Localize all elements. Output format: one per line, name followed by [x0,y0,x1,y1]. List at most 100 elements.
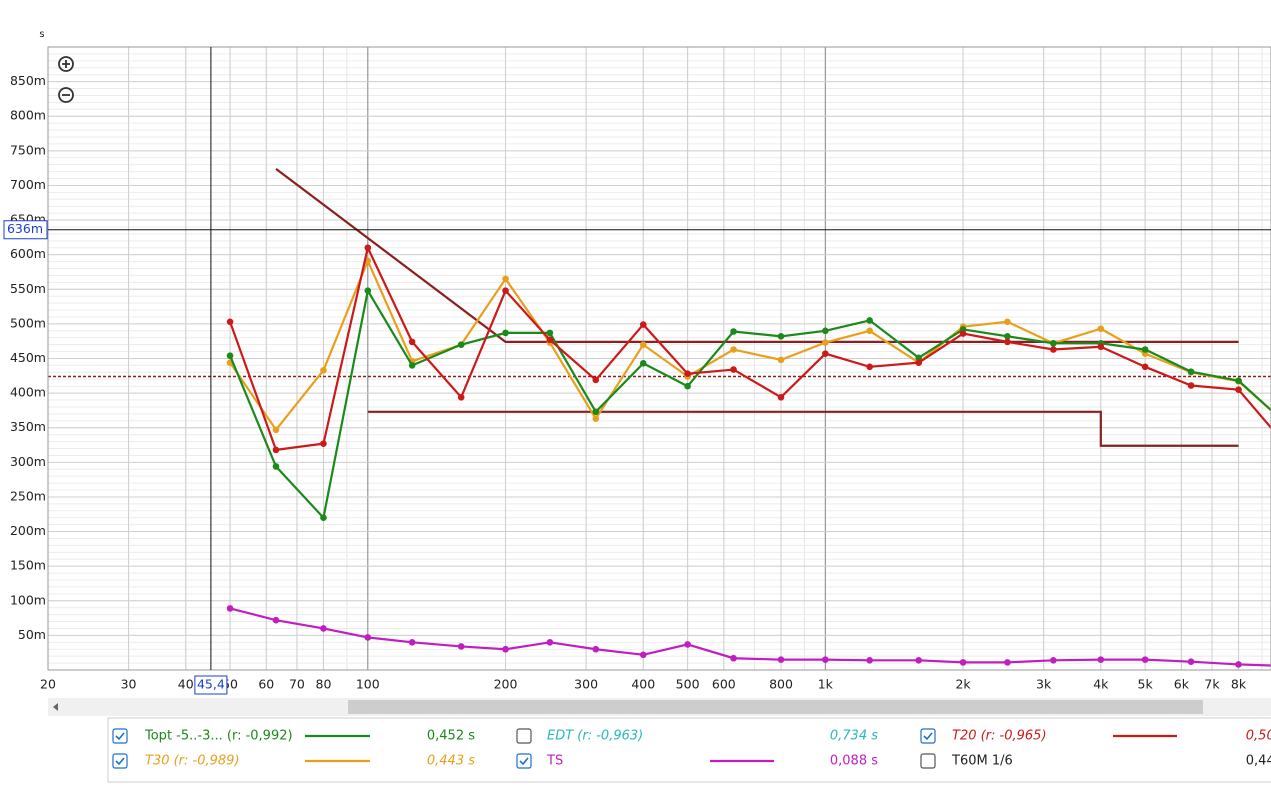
data-point [502,645,509,653]
legend-name: Topt -5..-3... (r: -0,992) [144,729,293,744]
y-unit: s [39,29,44,40]
data-point [915,657,923,664]
data-point [639,651,647,659]
data-point [730,654,737,662]
data-point [364,287,372,294]
x-tick-label: 500 [676,677,700,692]
y-tick-label: 400m [10,385,46,400]
data-point [822,339,829,346]
data-point [1050,657,1057,664]
zoom-in[interactable] [58,56,74,72]
x-tick-label: 400 [631,677,655,692]
data-point [730,328,737,335]
data-point [408,639,416,646]
legend-summary: 0,452 s [427,729,475,744]
data-point [822,327,829,335]
legend-checkbox[interactable] [112,753,128,769]
legend-checkbox[interactable] [920,753,936,769]
data-point [866,657,873,664]
legend-summary: 0,443 s [427,754,475,769]
plot-frame [47,46,1271,671]
data-point [866,327,873,335]
data-point [226,318,234,326]
data-point [866,363,873,371]
legend-name: T20 (r: -0,965) [952,729,1047,744]
scrollbar[interactable] [48,698,1271,716]
zoom-out[interactable] [58,87,74,103]
data-point [226,352,234,360]
data-point [777,393,785,401]
data-point [226,605,234,612]
legend-check [115,757,125,766]
x-tick-label: 300 [574,677,598,692]
data-point [1004,318,1011,326]
data-point [730,346,737,353]
legend-summary: 0,088 s [830,754,878,769]
limit-line [367,410,1239,447]
data-point [822,350,829,357]
legend-box [107,717,1271,783]
data-point [546,329,554,337]
x-tick-label: 40 [178,677,194,692]
legend-checkbox[interactable] [516,728,532,744]
y-tick-label: 300m [10,454,46,469]
data-point [502,329,509,337]
y-tick-label: 350m [10,419,46,434]
data-point [546,639,554,646]
legend-checkbox[interactable] [516,753,532,769]
y-tick-label: 800m [10,108,46,123]
data-point [502,275,509,283]
data-point [320,514,327,522]
cursor-y-box [3,220,48,240]
y-tick-label: 150m [10,558,46,573]
x-tick-label: 30 [121,677,137,692]
data-point [1097,325,1105,333]
legend-checkbox[interactable] [112,728,128,744]
x-tick-label: 60 [258,677,274,692]
legend-checkbox[interactable] [920,728,936,744]
cursor-x-box [194,675,228,695]
y-tick-label: 700m [10,177,46,192]
data-point [1235,386,1242,393]
data-point [639,341,647,348]
y-tick-label: 750m [10,142,46,157]
x-tick-label: 70 [289,677,305,692]
y-tick-label: 500m [10,315,46,330]
x-tick-label: 1k [818,677,834,692]
x-tick-label: 20 [40,677,56,692]
legend-summary: 0,442 [1246,754,1271,769]
data-point [408,362,416,369]
legend-summary: 0,734 s [830,729,878,744]
data-point [777,356,785,364]
data-point [684,370,691,378]
data-point [1097,656,1105,663]
data-point [364,244,372,252]
data-point [457,643,465,650]
data-point [592,415,600,423]
data-point [684,382,691,390]
data-point [1141,346,1149,353]
data-point [1187,658,1195,665]
x-tick-label: 3k [1036,677,1052,692]
data-point [272,616,280,624]
legend-check [115,732,125,741]
x-tick-label: 800 [769,677,793,692]
data-point [1050,339,1057,347]
data-point [777,656,785,663]
data-point [592,645,600,653]
y-tick-label: 450m [10,350,46,365]
legend-summary: 0,503 [1246,729,1271,744]
data-point [730,366,737,373]
data-point [320,625,327,632]
x-tick-label: 8k [1231,677,1247,692]
legend-check [519,757,529,766]
data-point [639,360,647,367]
data-point [502,287,509,294]
data-point [272,463,280,470]
data-point [1004,659,1011,666]
data-point [1187,368,1195,375]
data-point [546,336,554,344]
data-point [272,426,280,434]
data-point [1097,343,1105,351]
